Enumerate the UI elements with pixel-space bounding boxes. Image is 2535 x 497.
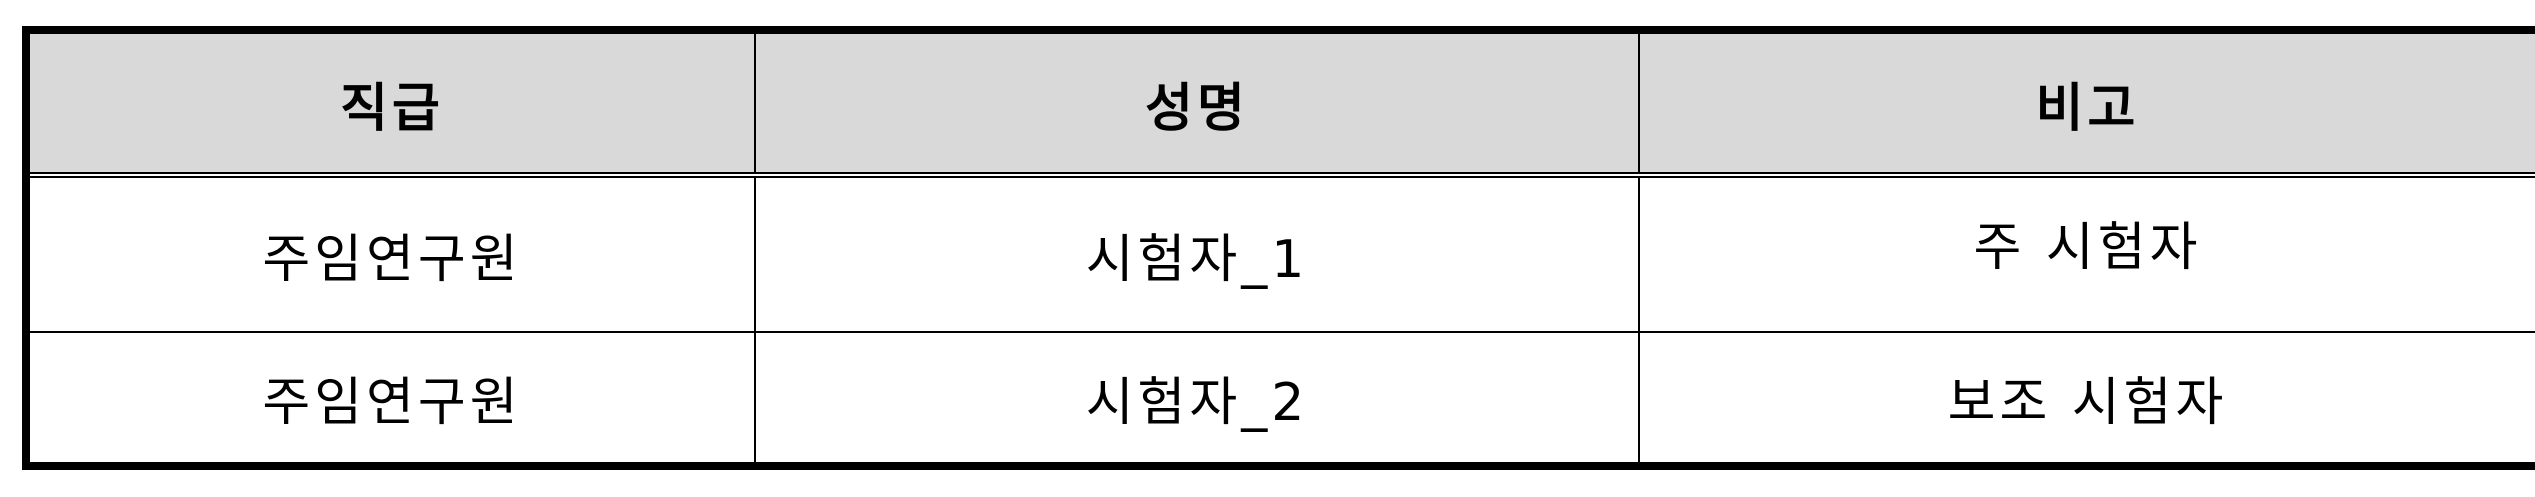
header-name: 성명 [754,34,1639,178]
cell-position: 주임연구원 [30,175,755,334]
cell-remarks-text: 주 시험자 [1973,218,2202,279]
cell-remarks: 주 시험자 [1638,175,2535,334]
cell-name: 시험자_1 [754,175,1639,334]
cell-remarks-text: 보조 시험자 [1947,373,2228,434]
table-row: 주임연구원 시험자_2 보조 시험자 [30,332,2535,462]
header-position: 직급 [30,34,755,178]
cell-remarks: 보조 시험자 [1638,332,2535,462]
header-remarks: 비고 [1638,34,2535,178]
header-row: 직급 성명 비고 [30,34,2535,178]
cell-position: 주임연구원 [30,332,755,462]
table-body: 주임연구원 시험자_1 주 시험자 주임연구원 시험자_2 보조 시험자 [30,175,2535,462]
cell-name-text: 시험자_2 [1085,373,1309,434]
personnel-table-frame: 직급 성명 비고 주임연구원 시험자_1 주 시험자 주임연구원 시험자_2 보… [22,26,2535,470]
table-row: 주임연구원 시험자_1 주 시험자 [30,175,2535,334]
cell-position-text: 주임연구원 [262,230,522,291]
cell-position-text: 주임연구원 [262,373,522,434]
header-remarks-label: 비고 [2035,78,2140,139]
header-position-label: 직급 [340,78,444,139]
personnel-table: 직급 성명 비고 주임연구원 시험자_1 주 시험자 주임연구원 시험자_2 보… [30,34,2535,462]
cell-name: 시험자_2 [754,332,1639,462]
header-name-label: 성명 [1145,78,1249,139]
cell-name-text: 시험자_1 [1085,230,1309,291]
table-header: 직급 성명 비고 [30,34,2535,178]
